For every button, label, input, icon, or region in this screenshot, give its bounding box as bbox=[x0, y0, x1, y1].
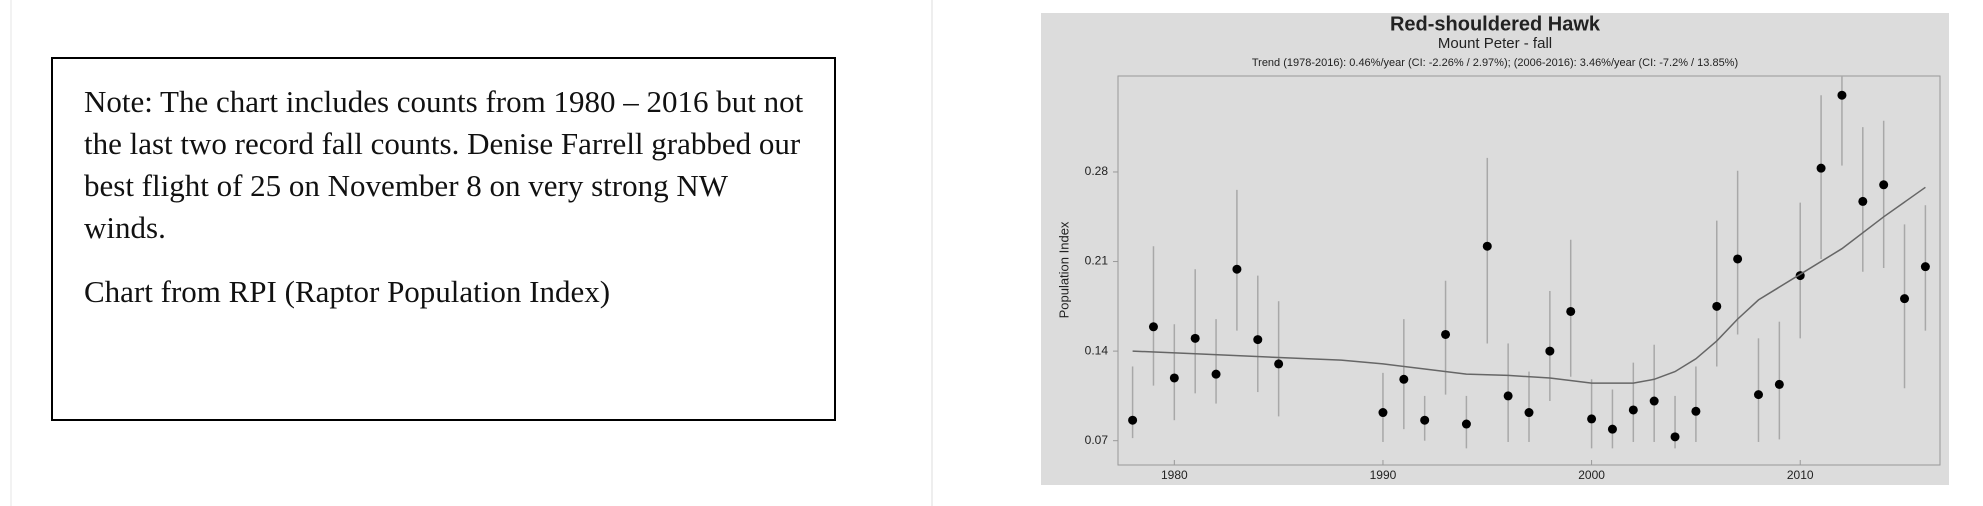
data-point bbox=[1587, 414, 1597, 424]
data-point bbox=[1628, 405, 1638, 415]
data-point bbox=[1774, 379, 1784, 389]
data-point bbox=[1879, 180, 1889, 190]
data-point bbox=[1712, 301, 1722, 311]
x-tick-label: 1980 bbox=[1161, 468, 1188, 482]
chart-subtitle: Mount Peter - fall bbox=[1438, 35, 1552, 52]
plot-frame bbox=[1117, 75, 1941, 466]
divider bbox=[931, 0, 933, 506]
data-point bbox=[1753, 390, 1763, 400]
trend-annotation: Trend (1978-2016): 0.46%/year (CI: -2.26… bbox=[1252, 57, 1738, 69]
note-text: Chart from RPI (Raptor Population Index) bbox=[84, 274, 611, 309]
edge bbox=[10, 0, 12, 506]
note-box: Note: The chart includes counts from 198… bbox=[51, 57, 836, 421]
data-point bbox=[1920, 262, 1930, 272]
data-point bbox=[1148, 322, 1158, 332]
data-point bbox=[1670, 432, 1680, 442]
data-point bbox=[1482, 241, 1492, 251]
data-point bbox=[1211, 369, 1221, 379]
data-point bbox=[1545, 346, 1555, 356]
data-point bbox=[1566, 306, 1576, 316]
data-point bbox=[1503, 391, 1513, 401]
chart-title: Red-shouldered Hawk bbox=[1390, 13, 1601, 35]
data-point bbox=[1232, 264, 1242, 274]
data-point bbox=[1837, 90, 1847, 100]
x-tick-label: 1990 bbox=[1370, 468, 1397, 482]
y-tick-label: 0.28 bbox=[1085, 164, 1109, 178]
data-point bbox=[1607, 424, 1617, 434]
data-point bbox=[1274, 359, 1284, 369]
y-tick-label: 0.07 bbox=[1085, 433, 1109, 447]
trend-line bbox=[1132, 186, 1926, 384]
data-point bbox=[1524, 408, 1534, 418]
chart: Red-shouldered Hawk Mount Peter - fall T… bbox=[1041, 13, 1949, 485]
chart-background bbox=[1041, 13, 1949, 485]
y-tick-label: 0.21 bbox=[1085, 254, 1109, 268]
data-point bbox=[1649, 396, 1659, 406]
y-tick-label: 0.14 bbox=[1085, 343, 1109, 357]
data-point bbox=[1169, 373, 1179, 383]
data-point bbox=[1378, 408, 1388, 418]
y-axis-label: Population Index bbox=[1056, 221, 1071, 318]
data-point bbox=[1441, 329, 1451, 339]
x-tick-label: 2000 bbox=[1578, 468, 1605, 482]
data-point bbox=[1691, 406, 1701, 416]
data-point bbox=[1461, 419, 1471, 429]
data-point bbox=[1858, 196, 1868, 206]
data-point bbox=[1816, 163, 1826, 173]
data-point bbox=[1399, 374, 1409, 384]
data-point bbox=[1190, 333, 1200, 343]
note-text: Note: The chart includes counts from 198… bbox=[84, 84, 804, 245]
data-point bbox=[1733, 254, 1743, 264]
data-point bbox=[1420, 415, 1430, 425]
x-tick-label: 2010 bbox=[1787, 468, 1814, 482]
data-point bbox=[1253, 335, 1263, 345]
data-point bbox=[1128, 415, 1138, 425]
data-point bbox=[1900, 294, 1910, 304]
